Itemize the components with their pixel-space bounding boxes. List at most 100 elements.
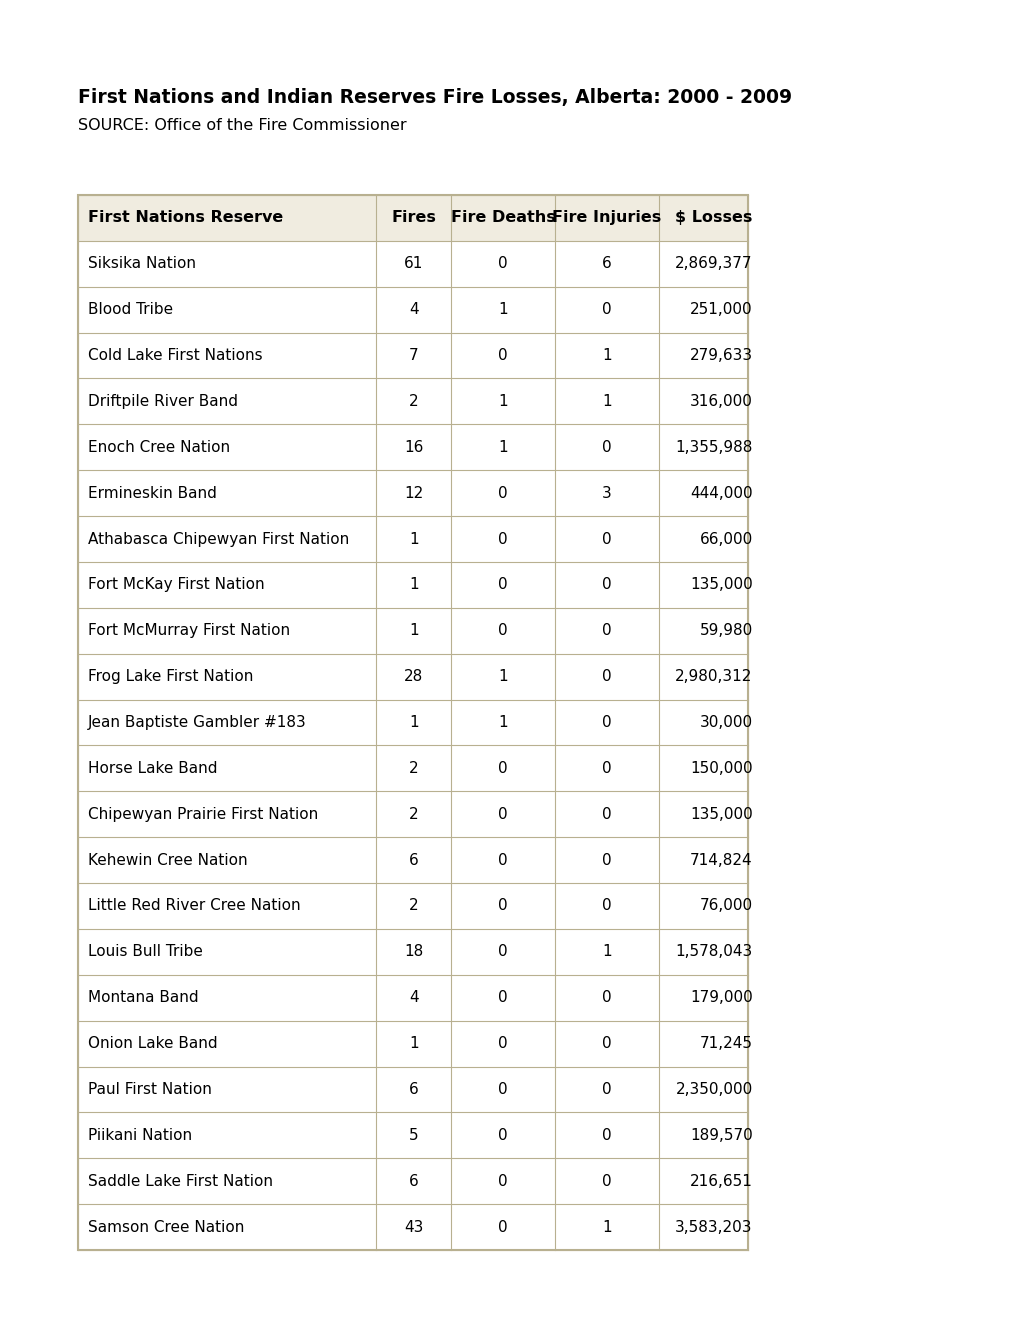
Text: 0: 0 xyxy=(601,853,611,867)
Text: 0: 0 xyxy=(498,944,507,960)
Text: 0: 0 xyxy=(601,1173,611,1189)
Text: 0: 0 xyxy=(498,486,507,500)
Text: First Nations Reserve: First Nations Reserve xyxy=(88,210,283,226)
Text: Little Red River Cree Nation: Little Red River Cree Nation xyxy=(88,899,301,913)
Text: 1: 1 xyxy=(498,440,507,455)
Text: 0: 0 xyxy=(601,1127,611,1143)
Text: 0: 0 xyxy=(498,1220,507,1234)
Text: 0: 0 xyxy=(498,348,507,363)
Text: 43: 43 xyxy=(404,1220,423,1234)
Text: Chipewyan Prairie First Nation: Chipewyan Prairie First Nation xyxy=(88,807,318,822)
Text: Saddle Lake First Nation: Saddle Lake First Nation xyxy=(88,1173,273,1189)
Text: 6: 6 xyxy=(601,256,611,272)
Text: 76,000: 76,000 xyxy=(699,899,752,913)
Text: 0: 0 xyxy=(601,990,611,1006)
Text: 0: 0 xyxy=(498,1036,507,1051)
Text: 0: 0 xyxy=(601,302,611,317)
Text: First Nations and Indian Reserves Fire Losses, Alberta: 2000 - 2009: First Nations and Indian Reserves Fire L… xyxy=(77,88,792,107)
Text: 0: 0 xyxy=(601,715,611,730)
Text: 6: 6 xyxy=(409,853,418,867)
Text: 1: 1 xyxy=(601,393,611,409)
Text: 2,350,000: 2,350,000 xyxy=(675,1082,752,1097)
Text: Siksika Nation: Siksika Nation xyxy=(88,256,196,272)
Text: 2: 2 xyxy=(409,760,418,776)
Text: 0: 0 xyxy=(601,1082,611,1097)
Text: 5: 5 xyxy=(409,1127,418,1143)
Text: Jean Baptiste Gambler #183: Jean Baptiste Gambler #183 xyxy=(88,715,307,730)
Text: 0: 0 xyxy=(601,807,611,822)
Text: 1: 1 xyxy=(409,532,418,546)
Text: 0: 0 xyxy=(498,853,507,867)
Text: 66,000: 66,000 xyxy=(699,532,752,546)
Text: 1: 1 xyxy=(601,944,611,960)
Text: 12: 12 xyxy=(404,486,423,500)
Text: Paul First Nation: Paul First Nation xyxy=(88,1082,212,1097)
Text: 0: 0 xyxy=(498,532,507,546)
Text: 59,980: 59,980 xyxy=(699,623,752,639)
Text: 28: 28 xyxy=(404,669,423,684)
Text: Fort McKay First Nation: Fort McKay First Nation xyxy=(88,577,264,593)
Text: 0: 0 xyxy=(601,899,611,913)
Text: Horse Lake Band: Horse Lake Band xyxy=(88,760,217,776)
Text: Fort McMurray First Nation: Fort McMurray First Nation xyxy=(88,623,289,639)
Text: 216,651: 216,651 xyxy=(689,1173,752,1189)
Text: 0: 0 xyxy=(601,669,611,684)
Text: 0: 0 xyxy=(601,577,611,593)
Text: Blood Tribe: Blood Tribe xyxy=(88,302,173,317)
Text: 1: 1 xyxy=(409,715,418,730)
Text: 0: 0 xyxy=(498,256,507,272)
Text: 1: 1 xyxy=(498,669,507,684)
Text: 1: 1 xyxy=(601,1220,611,1234)
Text: 2: 2 xyxy=(409,393,418,409)
Text: 0: 0 xyxy=(498,1082,507,1097)
Text: 2: 2 xyxy=(409,899,418,913)
Text: 7: 7 xyxy=(409,348,418,363)
Text: 0: 0 xyxy=(498,623,507,639)
Text: Montana Band: Montana Band xyxy=(88,990,199,1006)
Text: 251,000: 251,000 xyxy=(690,302,752,317)
Text: 0: 0 xyxy=(601,440,611,455)
Text: 316,000: 316,000 xyxy=(689,393,752,409)
Text: 30,000: 30,000 xyxy=(699,715,752,730)
Text: 0: 0 xyxy=(601,1036,611,1051)
Text: 71,245: 71,245 xyxy=(699,1036,752,1051)
Text: 4: 4 xyxy=(409,990,418,1006)
Text: 1: 1 xyxy=(409,1036,418,1051)
Text: 2,980,312: 2,980,312 xyxy=(675,669,752,684)
Text: 279,633: 279,633 xyxy=(689,348,752,363)
Text: 189,570: 189,570 xyxy=(689,1127,752,1143)
Text: Louis Bull Tribe: Louis Bull Tribe xyxy=(88,944,203,960)
Text: Cold Lake First Nations: Cold Lake First Nations xyxy=(88,348,262,363)
Text: 3: 3 xyxy=(601,486,611,500)
Text: 1: 1 xyxy=(409,623,418,639)
Text: $ Losses: $ Losses xyxy=(675,210,752,226)
Text: 0: 0 xyxy=(498,807,507,822)
Text: Piikani Nation: Piikani Nation xyxy=(88,1127,192,1143)
Text: 0: 0 xyxy=(498,899,507,913)
Text: 0: 0 xyxy=(601,532,611,546)
Text: Fires: Fires xyxy=(391,210,436,226)
Text: 18: 18 xyxy=(404,944,423,960)
Text: 0: 0 xyxy=(601,760,611,776)
Text: 0: 0 xyxy=(498,1127,507,1143)
Text: 0: 0 xyxy=(498,577,507,593)
Text: Onion Lake Band: Onion Lake Band xyxy=(88,1036,217,1051)
Text: Driftpile River Band: Driftpile River Band xyxy=(88,393,237,409)
Text: 444,000: 444,000 xyxy=(690,486,752,500)
Text: 0: 0 xyxy=(498,990,507,1006)
Text: 3,583,203: 3,583,203 xyxy=(675,1220,752,1234)
Text: 0: 0 xyxy=(601,623,611,639)
Text: Ermineskin Band: Ermineskin Band xyxy=(88,486,217,500)
Text: 16: 16 xyxy=(404,440,423,455)
Text: 135,000: 135,000 xyxy=(689,807,752,822)
Text: Fire Deaths: Fire Deaths xyxy=(450,210,555,226)
Text: SOURCE: Office of the Fire Commissioner: SOURCE: Office of the Fire Commissioner xyxy=(77,117,407,133)
Text: 1: 1 xyxy=(498,715,507,730)
Text: 1,578,043: 1,578,043 xyxy=(675,944,752,960)
Text: 0: 0 xyxy=(498,1173,507,1189)
Text: Samson Cree Nation: Samson Cree Nation xyxy=(88,1220,245,1234)
Text: 179,000: 179,000 xyxy=(689,990,752,1006)
Text: Athabasca Chipewyan First Nation: Athabasca Chipewyan First Nation xyxy=(88,532,348,546)
Text: 6: 6 xyxy=(409,1173,418,1189)
Text: 61: 61 xyxy=(404,256,423,272)
